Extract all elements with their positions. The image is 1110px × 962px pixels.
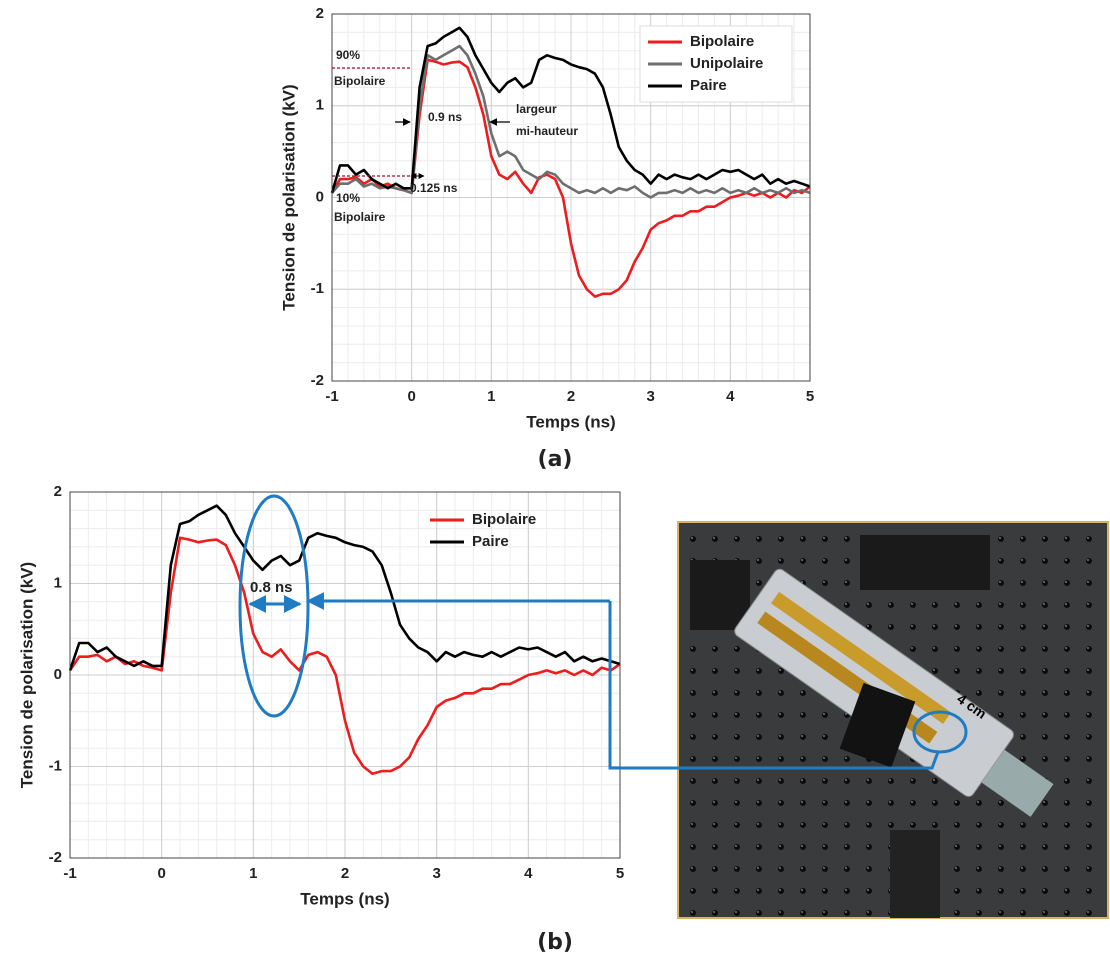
- y-tick-label: -2: [311, 372, 324, 389]
- annotation: Bipolaire: [334, 210, 386, 224]
- data-line: [331, 44, 811, 199]
- y-tick-label: -2: [49, 849, 62, 866]
- x-tick-label: 4: [524, 865, 533, 882]
- x-tick-label: 0: [407, 388, 415, 405]
- annotation: 0.125 ns: [410, 181, 458, 195]
- data-line: [68, 504, 621, 671]
- x-tick-label: 2: [341, 865, 349, 882]
- annotation: 0.9 ns: [428, 110, 462, 124]
- data-line: [68, 536, 621, 776]
- y-tick-label: -1: [311, 280, 324, 297]
- legend-label: Unipolaire: [690, 55, 763, 72]
- panel-label: (a): [538, 447, 573, 472]
- panel-label: (b): [537, 930, 573, 955]
- annotation: 90%: [336, 48, 360, 62]
- legend-label: Paire: [690, 77, 727, 94]
- photo: 4 cm: [677, 521, 1109, 919]
- y-tick-label: 2: [54, 483, 62, 500]
- x-tick-label: 3: [646, 388, 654, 405]
- plot-frame: [69, 491, 621, 859]
- x-tick-label: 2: [567, 388, 575, 405]
- y-tick-label: -1: [49, 757, 62, 774]
- x-tick-label: 1: [487, 388, 495, 405]
- legend-label: Paire: [472, 533, 509, 550]
- x-tick-label: 3: [432, 865, 440, 882]
- y-tick-label: 1: [54, 574, 62, 591]
- connector: [238, 494, 968, 770]
- x-tick-label: -1: [325, 388, 338, 405]
- legend-label: Bipolaire: [472, 511, 536, 528]
- y-axis-label: Tension de polarisation (kV): [17, 562, 36, 788]
- x-tick-label: 5: [616, 865, 624, 882]
- x-tick-label: 4: [726, 388, 735, 405]
- annotation: Bipolaire: [334, 74, 386, 88]
- y-tick-label: 0: [54, 666, 62, 683]
- x-axis-label: Temps (ns): [526, 412, 615, 431]
- y-tick-label: 2: [316, 5, 324, 22]
- x-tick-label: 1: [249, 865, 257, 882]
- x-tick-label: 5: [806, 388, 814, 405]
- annotation: 10%: [336, 191, 360, 205]
- y-tick-label: 1: [316, 97, 324, 114]
- annotation: largeur: [516, 102, 557, 116]
- annotation: 0.8 ns: [250, 579, 293, 596]
- legend-label: Bipolaire: [690, 33, 754, 50]
- x-tick-label: -1: [63, 865, 76, 882]
- y-tick-label: 0: [316, 188, 324, 205]
- y-axis-label: Tension de polarisation (kV): [279, 84, 298, 310]
- annotation: mi-hauteur: [516, 124, 578, 138]
- plot-frame: [331, 13, 811, 382]
- x-axis-label: Temps (ns): [300, 889, 389, 908]
- x-tick-label: 0: [157, 865, 165, 882]
- data-line: [330, 26, 811, 194]
